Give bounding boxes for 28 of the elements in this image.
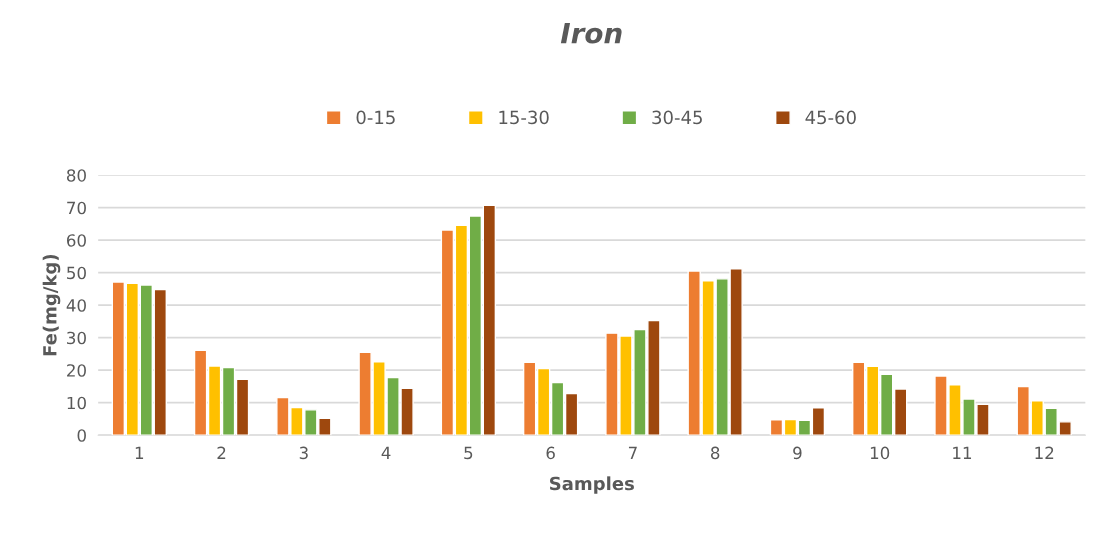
x-tick-label: 9 — [793, 446, 802, 460]
y-tick-label: 20 — [67, 364, 86, 377]
y-tick-label: 60 — [67, 234, 86, 247]
x-tick-label: 7 — [628, 446, 637, 459]
x-tick-label: 4 — [381, 446, 391, 459]
x-tick-label: 10 — [870, 446, 890, 460]
x-tick-label: 12 — [1035, 446, 1054, 459]
y-tick-label: 0 — [77, 429, 86, 442]
y-axis-title: Fe(mg/kg) — [42, 254, 61, 356]
y-tick-label: 80 — [66, 169, 86, 182]
y-tick-label: 50 — [67, 266, 86, 280]
chart-title: Iron — [560, 22, 622, 44]
x-tick-label: 3 — [299, 446, 308, 460]
x-axis-title: Samples — [550, 476, 634, 494]
legend-label: 30-45 — [652, 110, 702, 125]
legend-label: 45-60 — [805, 110, 856, 125]
x-tick-label: 6 — [546, 446, 555, 460]
x-tick-label: 8 — [710, 446, 720, 460]
legend-label: 15-30 — [499, 110, 549, 125]
y-tick-label: 30 — [67, 331, 86, 345]
y-tick-label: 70 — [67, 201, 86, 215]
x-tick-label: 1 — [135, 446, 144, 459]
y-tick-label: 40 — [66, 299, 86, 312]
x-tick-label: 5 — [464, 446, 473, 460]
legend-label: 0-15 — [356, 110, 395, 125]
x-tick-label: 2 — [217, 446, 226, 459]
y-tick-label: 10 — [67, 396, 86, 410]
x-tick-label: 11 — [953, 446, 972, 459]
